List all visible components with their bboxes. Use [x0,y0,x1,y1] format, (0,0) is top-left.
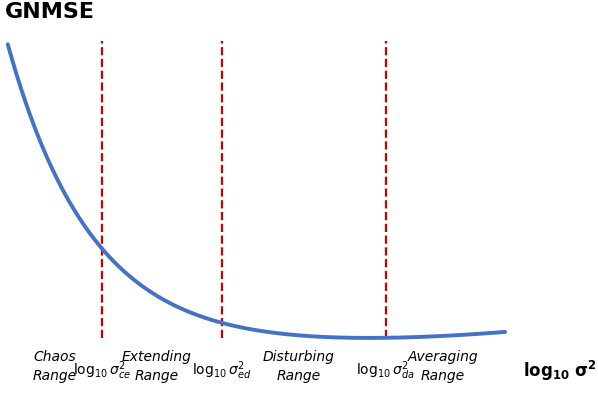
Text: Extending
Range: Extending Range [122,350,192,383]
Text: Averaging
Range: Averaging Range [408,350,478,383]
Text: Chaos
Range: Chaos Range [33,350,77,383]
Text: Disturbing
Range: Disturbing Range [263,350,335,383]
Text: $\log_{10} \sigma_{ce}^2$: $\log_{10} \sigma_{ce}^2$ [73,359,131,382]
Text: $\log_{10} \sigma_{ed}^2$: $\log_{10} \sigma_{ed}^2$ [192,359,251,382]
Text: $\log_{10} \sigma_{da}^2$: $\log_{10} \sigma_{da}^2$ [356,359,415,382]
Text: $\mathbf{log_{10}\ \sigma^2}$: $\mathbf{log_{10}\ \sigma^2}$ [523,359,596,384]
Text: GNMSE: GNMSE [5,2,95,22]
